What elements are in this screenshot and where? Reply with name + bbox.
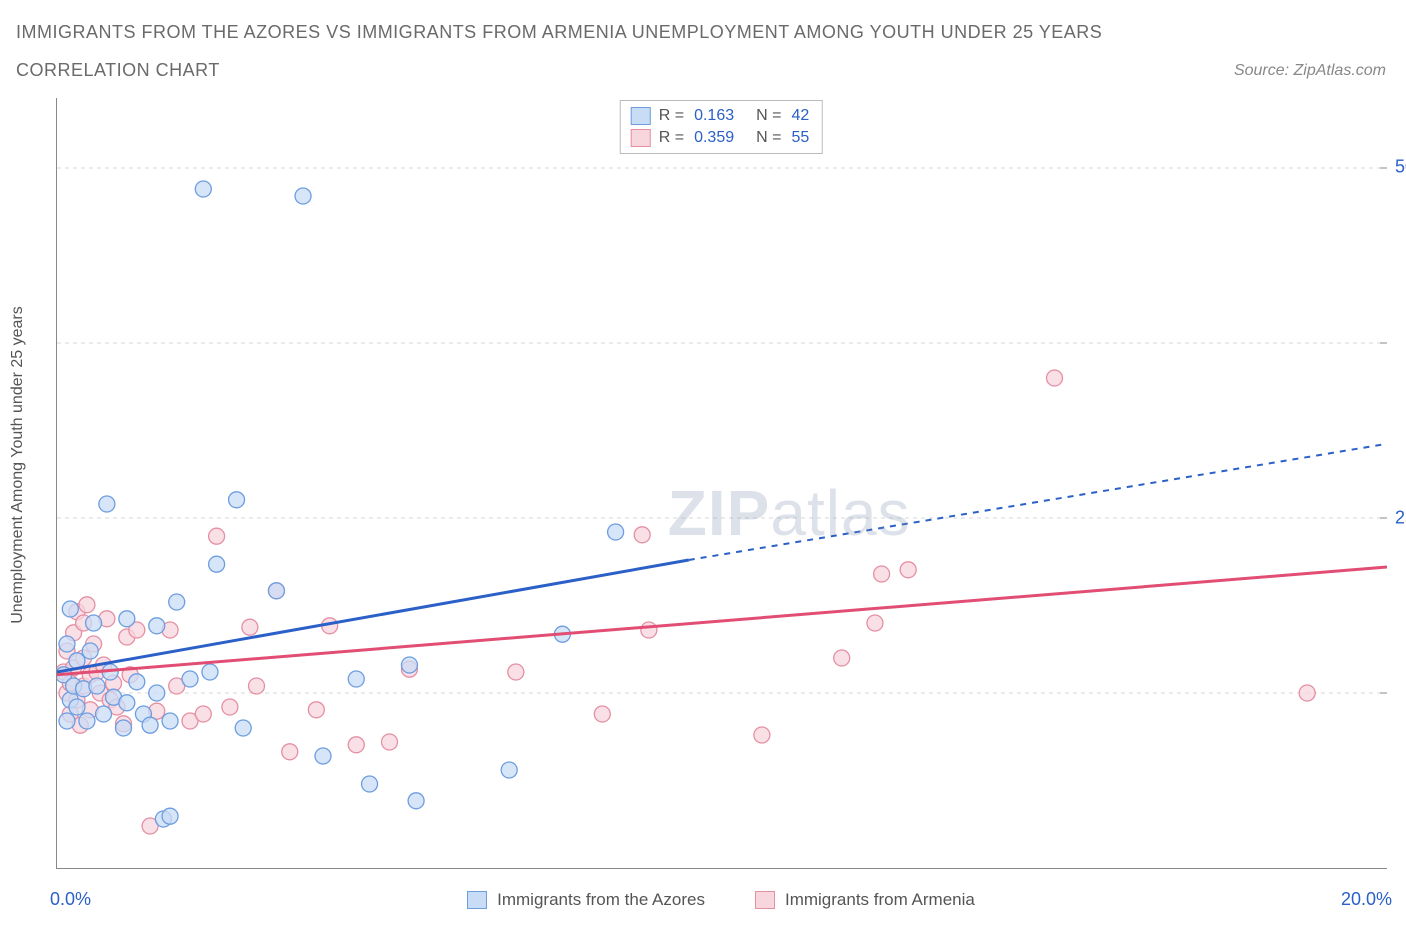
stat-label: N = xyxy=(756,105,781,127)
chart-title-line2: CORRELATION CHART xyxy=(16,60,220,81)
series-legend: Immigrants from the Azores Immigrants fr… xyxy=(56,890,1386,910)
stat-label: R = xyxy=(659,105,684,127)
y-tick-label: 50.0% xyxy=(1395,157,1406,178)
armenia-swatch xyxy=(755,891,775,909)
stat-value: 55 xyxy=(791,127,809,149)
stats-legend-row-azores: R = 0.163 N = 42 xyxy=(631,105,812,127)
stat-value: 42 xyxy=(791,105,809,127)
source-label: Source: ZipAtlas.com xyxy=(1234,62,1386,80)
legend-label: Immigrants from the Azores xyxy=(497,890,705,910)
legend-item-armenia: Immigrants from Armenia xyxy=(755,890,975,910)
azores-swatch xyxy=(631,107,651,125)
azores-swatch xyxy=(467,891,487,909)
legend-label: Immigrants from Armenia xyxy=(785,890,975,910)
stats-legend-box: R = 0.163 N = 42 R = 0.359 N = 55 xyxy=(620,100,823,154)
plot-frame: 25.0% 50.0% 0.0% 20.0% R = 0.163 N = 42 … xyxy=(56,98,1386,868)
stats-legend-row-armenia: R = 0.359 N = 55 xyxy=(631,127,812,149)
scatter-plot xyxy=(56,98,1387,869)
armenia-swatch xyxy=(631,129,651,147)
y-tick-label: 25.0% xyxy=(1395,507,1406,528)
stat-label: R = xyxy=(659,127,684,149)
legend-item-azores: Immigrants from the Azores xyxy=(467,890,705,910)
stat-value: 0.359 xyxy=(694,127,734,149)
stat-value: 0.163 xyxy=(694,105,734,127)
chart-title-line1: IMMIGRANTS FROM THE AZORES VS IMMIGRANTS… xyxy=(16,22,1102,43)
y-axis-label: Unemployment Among Youth under 25 years xyxy=(9,306,27,624)
stat-label: N = xyxy=(756,127,781,149)
